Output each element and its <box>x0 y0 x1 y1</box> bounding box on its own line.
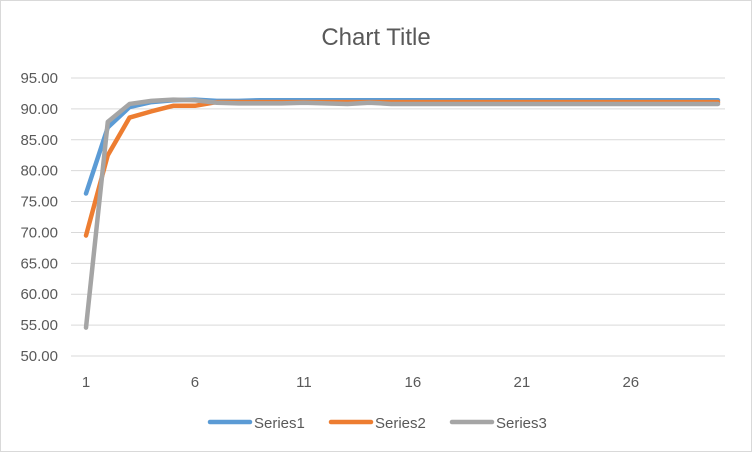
y-tick-label: 80.00 <box>20 163 58 180</box>
legend-label: Series1 <box>254 415 305 432</box>
series-line-1 <box>83 97 721 196</box>
y-tick-label: 95.00 <box>20 70 58 87</box>
x-tick-label: 21 <box>514 374 531 391</box>
series-line-2 <box>83 99 721 238</box>
series-line-3 <box>83 97 721 330</box>
chart-title: Chart Title <box>321 24 430 51</box>
y-tick-label: 65.00 <box>20 255 58 272</box>
legend-label: Series2 <box>375 415 426 432</box>
legend: Series1 Series2 Series3 <box>207 415 547 432</box>
legend-label: Series3 <box>496 415 547 432</box>
x-tick-label: 11 <box>296 374 312 391</box>
y-tick-label: 90.00 <box>20 101 58 118</box>
series-lines <box>83 97 721 330</box>
x-tick-label: 16 <box>405 374 422 391</box>
y-axis-ticks: 50.00 55.00 60.00 65.00 70.00 75.00 80.00 85.00… <box>20 70 58 365</box>
x-tick-label: 26 <box>622 374 639 391</box>
gridlines <box>71 77 725 357</box>
x-tick-label: 6 <box>191 374 199 391</box>
x-tick-label: 1 <box>82 374 90 391</box>
y-tick-label: 55.00 <box>20 317 58 334</box>
y-tick-label: 50.00 <box>20 348 58 365</box>
x-axis-ticks: 1 6 11 16 21 26 <box>82 374 639 391</box>
y-tick-label: 85.00 <box>20 132 58 149</box>
y-tick-label: 75.00 <box>20 194 58 211</box>
y-tick-label: 60.00 <box>20 286 58 303</box>
y-tick-label: 70.00 <box>20 224 58 241</box>
